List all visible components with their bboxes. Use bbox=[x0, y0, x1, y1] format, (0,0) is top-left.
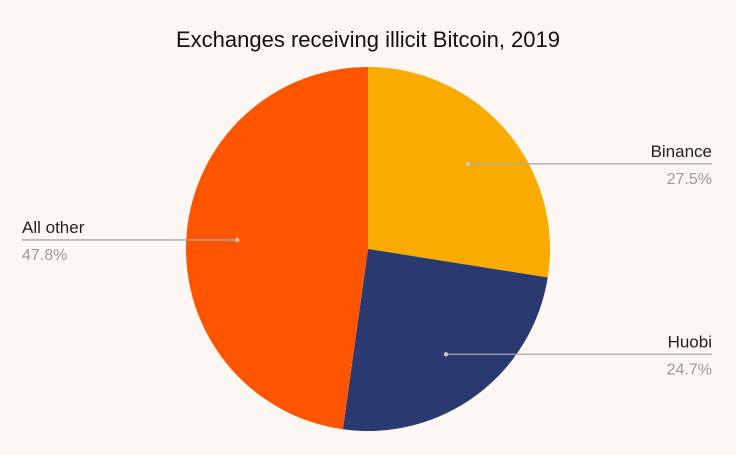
slice-label-huobi: Huobi bbox=[668, 332, 712, 351]
callout-dot-all-other bbox=[235, 237, 240, 243]
slice-label-binance: Binance bbox=[651, 142, 712, 161]
callout-dot-huobi bbox=[443, 352, 449, 357]
pie-slice-huobi bbox=[342, 249, 548, 431]
chart-title: Exchanges receiving illicit Bitcoin, 201… bbox=[176, 27, 560, 52]
pie-callouts: Binance 27.5% Huobi 24.7% All other 47.8% bbox=[22, 142, 712, 378]
pie-slices bbox=[186, 67, 550, 431]
callout-dot-binance bbox=[465, 161, 470, 167]
slice-value-binance: 27.5% bbox=[667, 171, 712, 188]
pie-slice-all-other bbox=[186, 67, 368, 430]
slice-value-all-other: 47.8% bbox=[22, 247, 67, 264]
slice-value-huobi: 24.7% bbox=[667, 361, 712, 378]
pie-slice-binance bbox=[368, 67, 550, 278]
slice-label-all-other: All other bbox=[22, 218, 85, 237]
